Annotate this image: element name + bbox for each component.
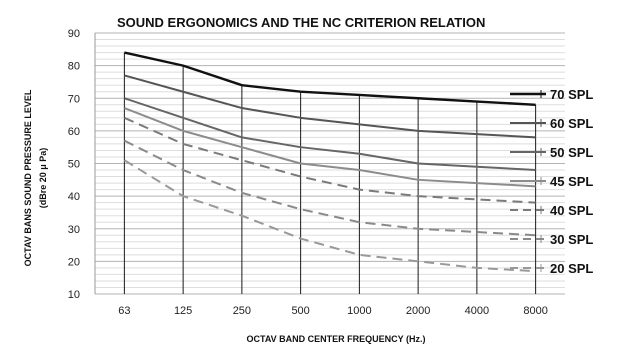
legend-label: 45 SPL — [550, 174, 593, 189]
y-tick-label: 50 — [68, 159, 80, 171]
legend-label: 70 SPL — [550, 87, 593, 102]
series-line — [124, 74, 536, 139]
y-tick-label: 30 — [68, 224, 80, 236]
x-tick-label: 125 — [174, 305, 192, 317]
x-tick-labels: 63 125 250 500 1000 2000 4000 8000 — [118, 305, 548, 317]
x-tick-label: 4000 — [465, 305, 489, 317]
x-tick-label: 500 — [291, 305, 309, 317]
series-line — [124, 97, 536, 172]
legend-label: 20 SPL — [550, 261, 593, 276]
series-line — [124, 107, 536, 188]
legend-label: 30 SPL — [550, 232, 593, 247]
grid — [94, 32, 565, 295]
y-tick-label: 90 — [68, 28, 80, 40]
series-line — [123, 139, 536, 237]
y-tick-label: 60 — [68, 126, 80, 138]
y-axis-title-line2: (dBre 20 μ Pa) — [38, 148, 48, 209]
x-tick-label: 2000 — [406, 305, 430, 317]
y-axis-title-line1: OCTAV BANS SOUND PRESSURE LEVEL — [23, 89, 33, 266]
x-axis-title: OCTAV BAND CENTER FREQUENCY (Hz.) — [246, 334, 425, 344]
series-lines — [123, 51, 536, 273]
x-tick-label: 1000 — [347, 305, 371, 317]
y-tick-label: 80 — [68, 61, 80, 73]
x-tick-label: 8000 — [523, 305, 547, 317]
chart-title: SOUND ERGONOMICS AND THE NC CRITERION RE… — [117, 15, 485, 30]
drop-lines — [123, 52, 537, 294]
x-tick-label: 63 — [118, 305, 130, 317]
legend-label: 50 SPL — [550, 145, 593, 160]
y-tick-label: 70 — [68, 93, 80, 105]
y-tick-label: 40 — [68, 191, 80, 203]
series-line — [124, 51, 536, 106]
series-line — [123, 116, 536, 204]
y-tick-label: 10 — [68, 289, 80, 301]
legend-label: 40 SPL — [550, 203, 593, 218]
series-line — [123, 159, 536, 273]
legend: 70 SPL 60 SPL 50 SPL 45 SPL 40 SPL 30 SPL 20 S… — [510, 87, 593, 276]
y-tick-labels: 10 20 30 40 50 60 70 80 90 — [68, 28, 80, 301]
legend-label: 60 SPL — [550, 116, 593, 131]
y-tick-label: 20 — [68, 256, 80, 268]
x-tick-label: 250 — [233, 305, 251, 317]
